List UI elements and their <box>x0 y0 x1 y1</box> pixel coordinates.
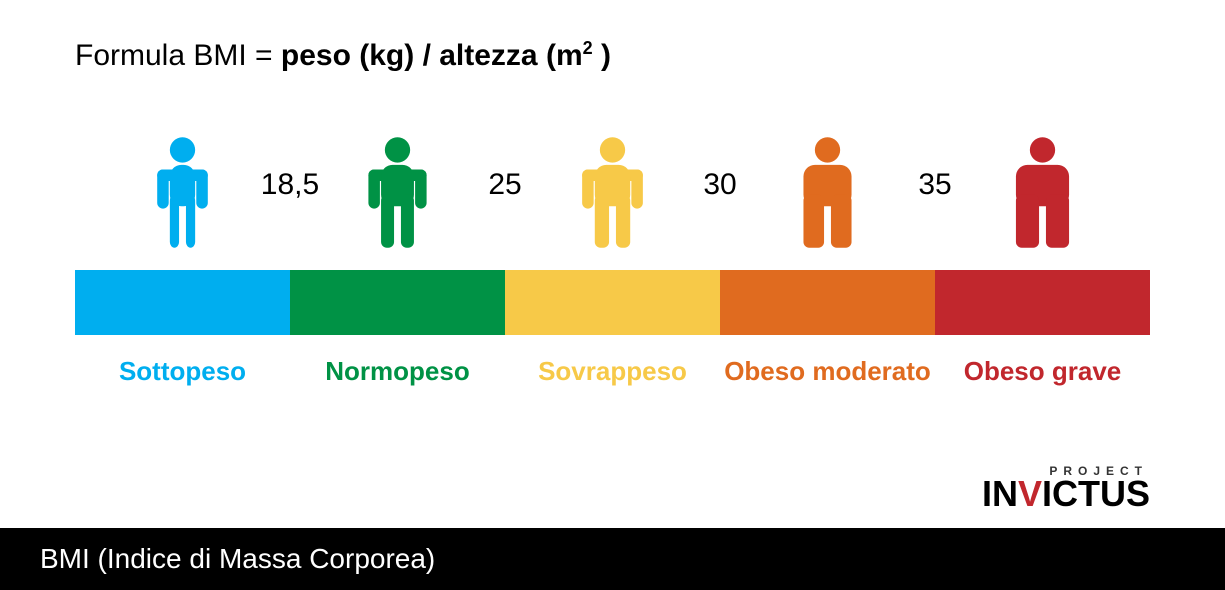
formula-sup: 2 <box>583 38 593 58</box>
bmi-bar-segment <box>720 270 935 335</box>
person-icon <box>770 135 885 250</box>
logo-big: INVICTUS <box>982 478 1150 510</box>
bmi-labels-row: SottopesoNormopesoSovrappesoObeso modera… <box>75 355 1150 388</box>
formula-prefix: Formula BMI = <box>75 39 281 72</box>
person-icon <box>985 135 1100 250</box>
bmi-category-cell: 18,5 <box>75 120 290 250</box>
logo-big-post: ICTUS <box>1042 473 1150 514</box>
bmi-category-cell: 35 <box>720 120 935 250</box>
footer-text: BMI (Indice di Massa Corporea) <box>40 543 435 575</box>
bmi-category-label: Obeso grave <box>935 355 1150 388</box>
person-icon <box>340 135 455 250</box>
logo-big-v: V <box>1018 473 1042 514</box>
bmi-icons-row: 18,5 25 30 35 <box>75 120 1150 250</box>
footer-bar: BMI (Indice di Massa Corporea) <box>0 528 1225 590</box>
brand-logo: PROJECT INVICTUS <box>982 464 1150 510</box>
bmi-bar-segment <box>935 270 1150 335</box>
bmi-category-cell: 25 <box>290 120 505 250</box>
bmi-bar-segment <box>75 270 290 335</box>
bmi-bar-segment <box>290 270 505 335</box>
bmi-category-label: Normopeso <box>290 355 505 388</box>
formula-bold-1: peso (kg) / altezza (m <box>281 39 583 72</box>
bmi-category-label: Sovrappeso <box>505 355 720 388</box>
logo-big-pre: IN <box>982 473 1018 514</box>
bmi-category-label: Sottopeso <box>75 355 290 388</box>
formula-bold-2: ) <box>593 39 611 72</box>
person-icon <box>555 135 670 250</box>
bmi-category-cell <box>935 120 1150 250</box>
bmi-category-label: Obeso moderato <box>720 355 935 388</box>
bmi-formula: Formula BMI = peso (kg) / altezza (m2 ) <box>75 38 611 73</box>
person-icon <box>125 135 240 250</box>
bmi-category-cell: 30 <box>505 120 720 250</box>
bmi-color-bar <box>75 270 1150 335</box>
bmi-bar-segment <box>505 270 720 335</box>
